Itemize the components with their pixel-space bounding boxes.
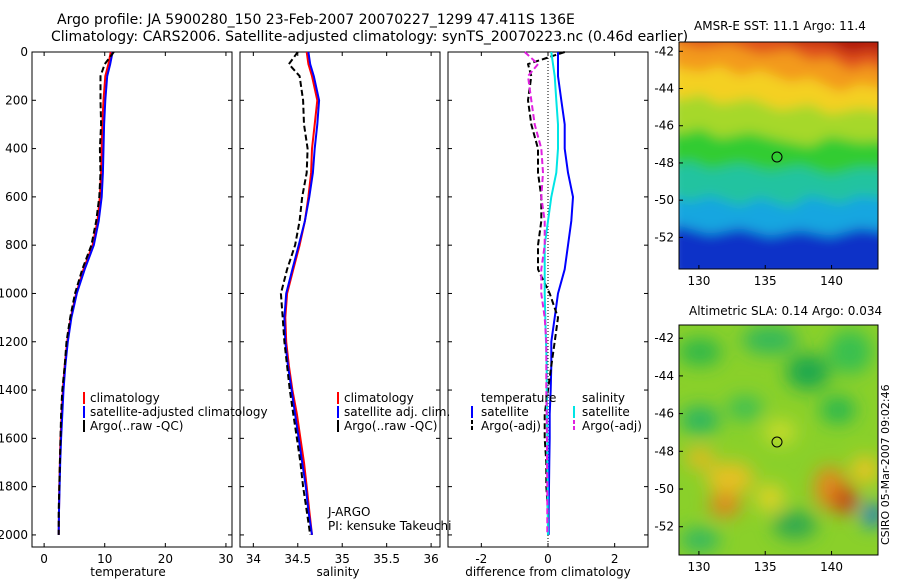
temperature-legend-satellite: satellite-adjusted climatology [90, 405, 268, 419]
difference-xlabel: difference from climatology [465, 565, 631, 579]
legend-salinity-header: salinity [582, 391, 625, 405]
sla-map-lon-label: 135 [754, 560, 777, 574]
depth-tick-label: 400 [5, 142, 28, 156]
sst-map-lat-label: -52 [654, 230, 674, 244]
legend-temperature-satellite: satellite [481, 405, 529, 419]
sla-map [679, 325, 878, 555]
salinity-legend-climatology: climatology [344, 391, 414, 405]
sla-map-lon-label: 130 [687, 560, 710, 574]
temperature-xtick-label: 10 [97, 552, 112, 566]
sst-map-lat-label: -48 [654, 156, 674, 170]
depth-tick-label: 600 [5, 190, 28, 204]
difference-xtick-label: 0 [544, 552, 552, 566]
platform-annotation: J-ARGO [327, 505, 370, 519]
depth-tick-label: 2000 [0, 528, 28, 542]
sla-map-lat-label: -48 [654, 444, 674, 458]
difference-series-temperature-satellite [547, 52, 574, 535]
depth-tick-label: 1200 [0, 335, 28, 349]
temperature-legend: climatology satellite-adjusted climatolo… [83, 391, 268, 433]
sla-map-lat-label: -42 [654, 331, 674, 345]
sla-map-lon-label: 140 [820, 560, 843, 574]
depth-tick-label: 200 [5, 93, 28, 107]
sst-map-title: AMSR-E SST: 11.1 Argo: 11.4 [694, 19, 866, 33]
sst-map-frame [678, 41, 879, 270]
sla-map-lat-label: -44 [654, 369, 674, 383]
temperature-axes [31, 51, 233, 548]
salinity-axes [239, 51, 441, 548]
sla-map-frame [678, 324, 879, 556]
legend-salinity-argo: Argo(-adj) [582, 419, 642, 433]
salinity-series-satellite-adj-clim- [283, 51, 321, 536]
salinity-xtick-label: 35 [335, 552, 350, 566]
depth-tick-label: 1600 [0, 431, 28, 445]
temperature-xtick-label: 0 [40, 552, 48, 566]
depth-tick-label: 1400 [0, 383, 28, 397]
temperature-series-argo-raw-qc- [57, 51, 115, 535]
difference-series-salinity-argo-adj- [524, 51, 549, 535]
temperature-legend-argo: Argo(..raw -QC) [90, 419, 183, 433]
difference-series-temperature-argo-adj- [527, 51, 566, 535]
sst-map-lat-label: -44 [654, 82, 674, 96]
sst-map-lat-label: -46 [654, 119, 674, 133]
temperature-xtick-label: 20 [158, 552, 173, 566]
legend-salinity-satellite: satellite [582, 405, 630, 419]
legend-temperature-argo: Argo(-adj) [481, 419, 541, 433]
figure-title-line1: Argo profile: JA 5900280_150 23-Feb-2007… [57, 12, 575, 28]
depth-tick-label: 1000 [0, 286, 28, 300]
salinity-xtick-label: 34 [246, 552, 261, 566]
legend-temperature-header: temperature [481, 391, 556, 405]
sla-map-lat-label: -46 [654, 407, 674, 421]
temperature-xlabel: temperature [90, 565, 165, 579]
depth-tick-label: 1800 [0, 480, 28, 494]
sla-map-title: Altimetric SLA: 0.14 Argo: 0.034 [689, 304, 883, 318]
salinity-xlabel: salinity [316, 565, 359, 579]
difference-legend: temperature satellite Argo(-adj) salinit… [471, 391, 642, 433]
salinity-xtick-label: 35.5 [373, 552, 400, 566]
sla-map-lat-label: -52 [654, 520, 674, 534]
pi-annotation: PI: kensuke Takeuchi [328, 519, 451, 533]
depth-tick-label: 0 [20, 45, 28, 59]
salinity-legend-satellite: satellite adj. clim. [344, 405, 450, 419]
salinity-xtick-label: 34.5 [284, 552, 311, 566]
difference-xtick-label: -2 [475, 552, 487, 566]
sst-map-lon-label: 130 [687, 274, 710, 288]
sst-map [679, 42, 878, 269]
difference-xtick-label: 2 [611, 552, 619, 566]
sla-argo-marker [771, 436, 783, 448]
salinity-legend-argo: Argo(..raw -QC) [344, 419, 437, 433]
sst-map-lat-label: -42 [654, 44, 674, 58]
sst-argo-marker [771, 151, 783, 163]
sst-map-lon-label: 140 [820, 274, 843, 288]
sst-map-lat-label: -50 [654, 193, 674, 207]
depth-tick-label: 800 [5, 238, 28, 252]
temperature-legend-climatology: climatology [90, 391, 160, 405]
salinity-legend: climatology satellite adj. clim. Argo(..… [327, 391, 451, 533]
temperature-xtick-label: 30 [218, 552, 233, 566]
salinity-series-argo-raw-qc- [279, 51, 312, 536]
sla-map-lat-label: -50 [654, 482, 674, 496]
sst-map-lon-label: 135 [754, 274, 777, 288]
figure-title-line2: Climatology: CARS2006. Satellite-adjuste… [51, 29, 689, 45]
salinity-xtick-label: 36 [423, 552, 438, 566]
